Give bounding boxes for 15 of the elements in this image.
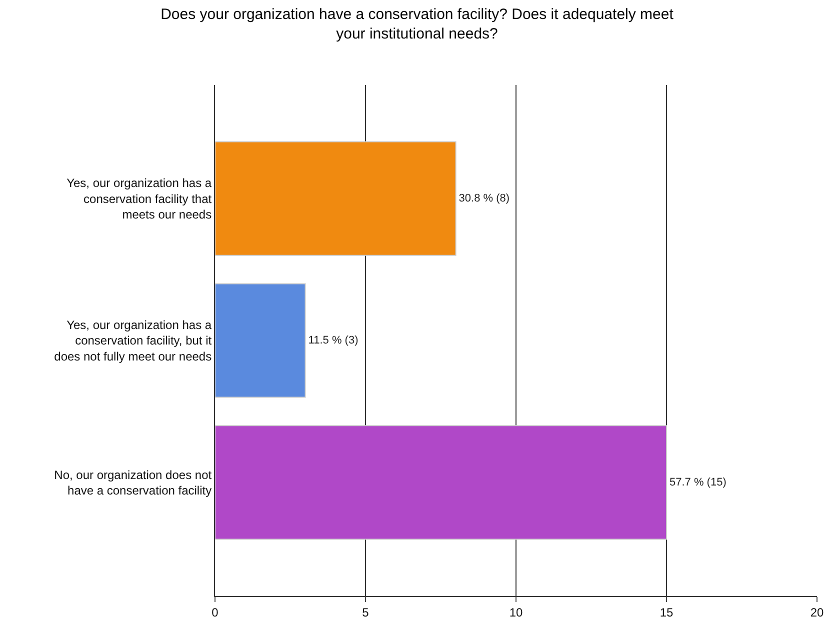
- x-tick-label: 15: [660, 605, 674, 620]
- y-tick-label: No, our organization does not have a conservation facility: [54, 468, 212, 498]
- data-label: 57.7 % (15): [670, 476, 726, 488]
- bar: [215, 141, 456, 256]
- data-label: 30.8 % (8): [458, 192, 510, 205]
- chart-title: Does your organization have a conservation facility? Does it adequately meet your institutional needs?: [160, 6, 674, 42]
- y-tick-label: Yes, our organization has a conservation facility, but it does not fully meet our needs: [54, 318, 212, 364]
- x-tick-label: 20: [810, 605, 824, 620]
- y-tick-label: Yes, our organization has a conservation facility that meets our needs: [66, 176, 212, 222]
- x-tick-label: 0: [212, 605, 219, 620]
- x-tick-label: 10: [509, 605, 523, 620]
- bar: [215, 425, 667, 540]
- bar: [215, 283, 306, 398]
- data-label: 11.5 % (3): [308, 334, 358, 346]
- x-tick-label: 5: [362, 605, 370, 620]
